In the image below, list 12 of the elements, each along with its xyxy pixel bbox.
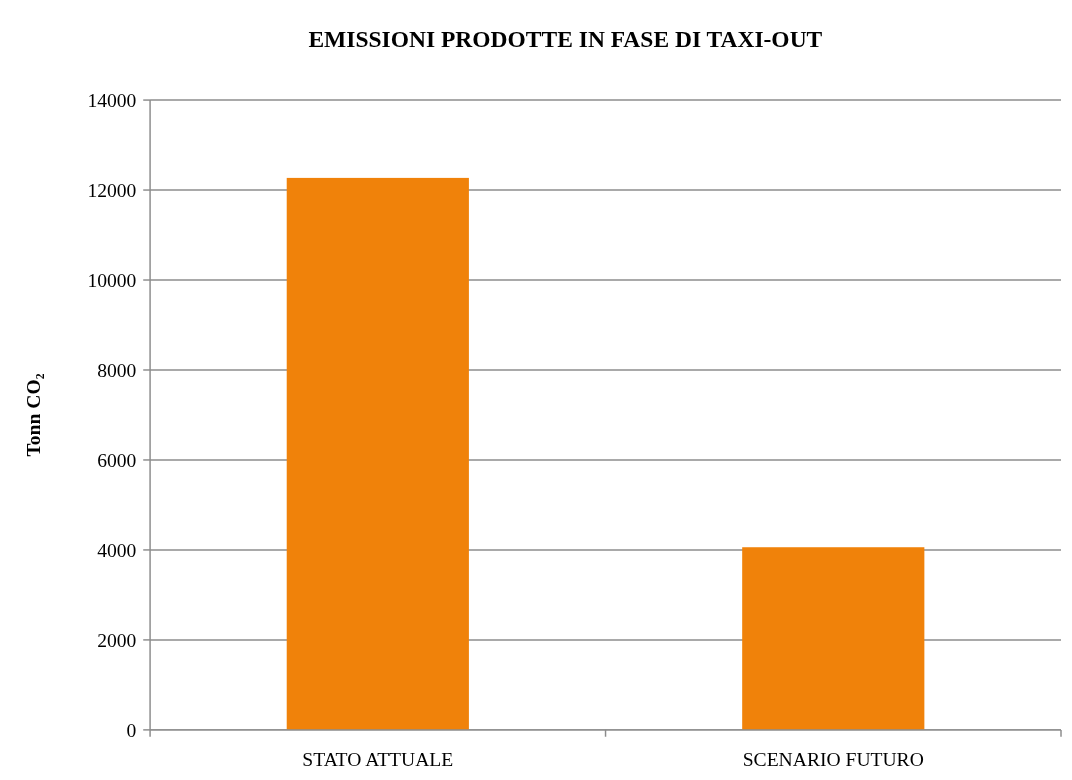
y-tick-label: 0 xyxy=(126,719,137,741)
y-tick-label: 6000 xyxy=(97,449,137,471)
y-tick-label: 10000 xyxy=(87,269,137,291)
y-axis-title: Tonn CO₂ xyxy=(23,373,45,457)
y-tick-label: 2000 xyxy=(97,629,137,651)
y-tick-label: 14000 xyxy=(87,89,137,111)
x-tick-label: STATO ATTUALE xyxy=(302,749,454,771)
chart-title: EMISSIONI PRODOTTE IN FASE DI TAXI-OUT xyxy=(308,26,823,53)
x-tick-label: SCENARIO FUTURO xyxy=(742,749,924,771)
y-tick-label: 8000 xyxy=(97,359,137,381)
y-tick-label: 12000 xyxy=(87,179,137,201)
y-tick-label: 4000 xyxy=(97,539,137,561)
